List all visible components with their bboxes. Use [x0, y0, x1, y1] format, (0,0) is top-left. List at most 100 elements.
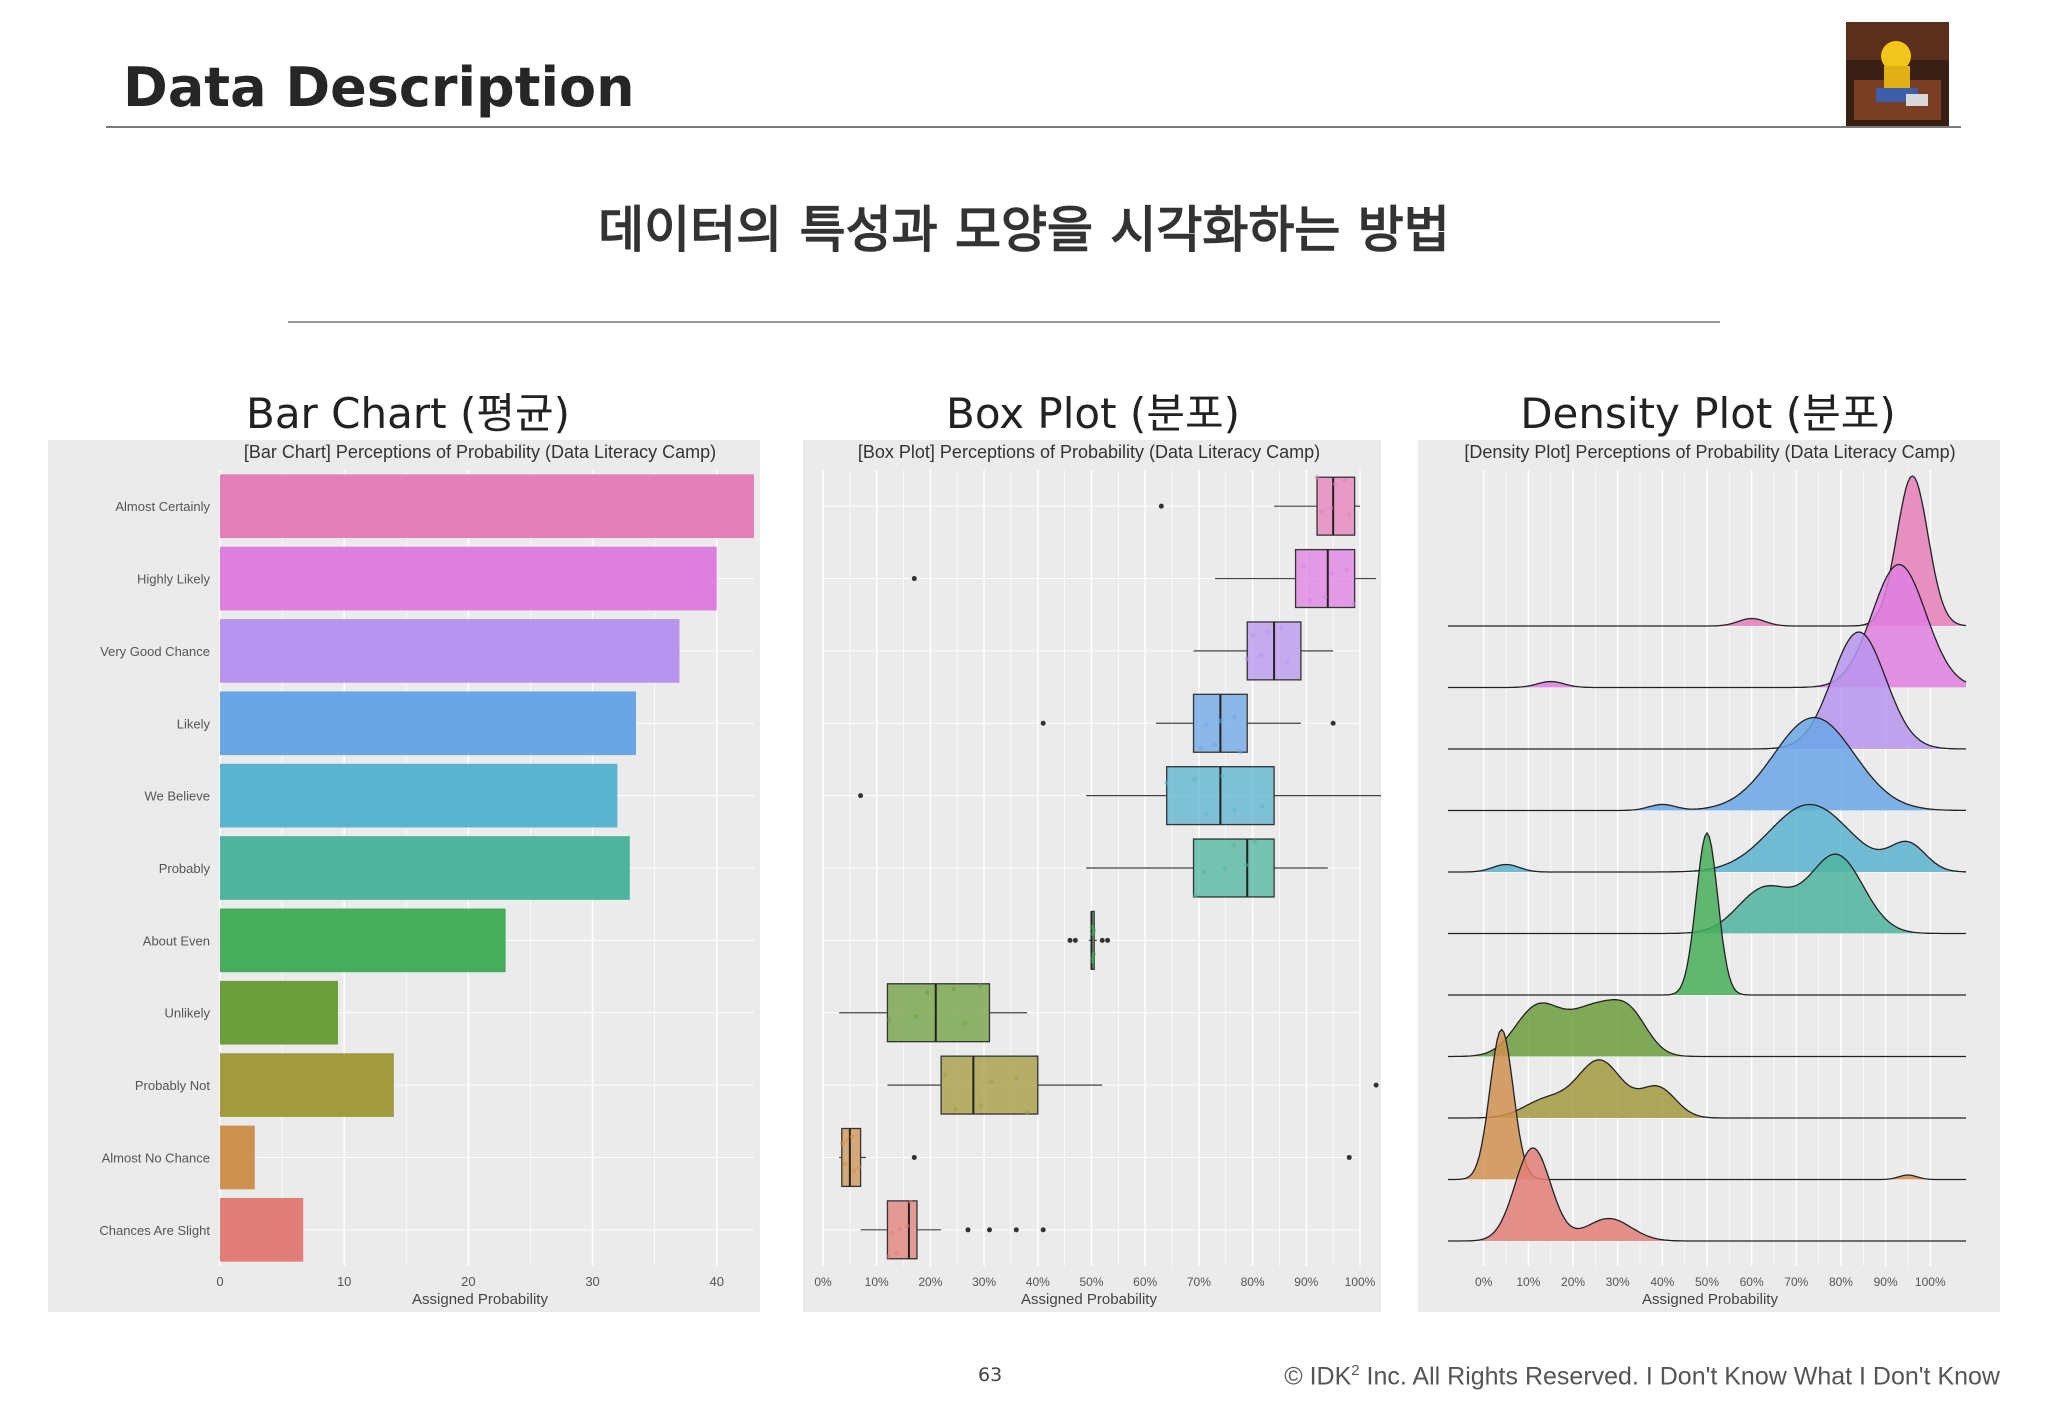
box-jitter-point — [953, 1106, 958, 1112]
box-outlier — [1373, 1082, 1379, 1088]
box-jitter-point — [1192, 893, 1198, 899]
box-jitter-point — [962, 1020, 968, 1026]
box-jitter-point — [989, 1079, 994, 1084]
box-jitter-point — [894, 1250, 899, 1256]
box-jitter-point — [897, 1226, 902, 1232]
box-outlier — [858, 793, 864, 799]
box-jitter-point — [1258, 653, 1264, 658]
box-outlier — [1099, 937, 1105, 943]
density-tick-label: 90% — [1874, 1275, 1898, 1289]
box — [886, 1200, 918, 1260]
bar-tick-label: 20 — [461, 1274, 475, 1289]
bar — [220, 691, 637, 756]
copyright-notice: © IDK2 Inc. All Rights Reserved. I Don't… — [1284, 1362, 2000, 1391]
box-jitter-point — [849, 1134, 855, 1139]
density-tick-label: 10% — [1516, 1275, 1540, 1289]
box-outlier — [1330, 720, 1336, 726]
box-plot-title: [Box Plot] Perceptions of Probability (D… — [858, 442, 1320, 462]
box-outlier — [1040, 720, 1046, 726]
box-jitter-point — [1212, 742, 1217, 747]
density-outline — [1448, 631, 1967, 750]
box-jitter-point — [1314, 474, 1320, 480]
bar — [220, 1125, 255, 1190]
box-jitter-point — [1091, 951, 1096, 957]
box-plot: [Box Plot] Perceptions of Probability (D… — [803, 440, 1381, 1312]
box-tick-label: 60% — [1133, 1275, 1157, 1289]
page-number: 63 — [978, 1364, 1003, 1386]
box-jitter-point — [886, 1254, 891, 1259]
box-jitter-point — [1300, 564, 1306, 569]
density-ridge — [1448, 833, 1966, 995]
density-ridge — [1448, 999, 1966, 1057]
bar-tick-label: 40 — [710, 1274, 724, 1289]
box-jitter-point — [1204, 811, 1209, 816]
box-jitter-point — [1218, 718, 1223, 724]
bar-category-label: Probably Not — [135, 1078, 211, 1093]
box-jitter-point — [1024, 1109, 1030, 1115]
bar-chart-title: [Bar Chart] Perceptions of Probability (… — [244, 442, 716, 462]
box-jitter-point — [844, 1137, 850, 1143]
density-ridge — [1448, 1059, 1966, 1118]
box-jitter-point — [1192, 777, 1197, 782]
copyright-superscript: 2 — [1351, 1362, 1360, 1379]
density-tick-label: 70% — [1784, 1275, 1808, 1289]
density-outline — [1448, 999, 1966, 1058]
box-tick-label: 30% — [972, 1275, 996, 1289]
bar-category-label: Unlikely — [164, 1006, 210, 1021]
box-jitter-point — [1232, 715, 1237, 720]
box-jitter-point — [904, 1223, 910, 1229]
box-outlier — [1346, 1154, 1352, 1160]
box-plot-xlabel: Assigned Probability — [1021, 1291, 1157, 1308]
box-outlier — [986, 1227, 992, 1233]
bar-category-label: Likely — [177, 716, 211, 731]
box-outlier — [1067, 937, 1073, 943]
density-ridge — [1448, 632, 1966, 749]
box — [940, 1055, 1039, 1115]
bar — [220, 619, 680, 683]
copyright-prefix: © IDK — [1284, 1362, 1352, 1391]
box-outlier — [911, 1154, 917, 1160]
box — [1192, 838, 1275, 898]
box-jitter-point — [1307, 598, 1313, 603]
box-jitter-point — [1332, 481, 1338, 487]
box-jitter-point — [851, 1168, 857, 1174]
box-jitter-point — [1231, 842, 1237, 848]
bar — [220, 1197, 304, 1262]
bar-category-label: Very Good Chance — [100, 644, 210, 659]
box-jitter-point — [1201, 869, 1207, 875]
density-tick-label: 40% — [1650, 1275, 1674, 1289]
bar — [220, 1053, 394, 1117]
box-jitter-point — [1232, 807, 1237, 813]
density-ridge — [1448, 1029, 1966, 1180]
density-outline — [1448, 831, 1966, 996]
density-plot: [Density Plot] Perceptions of Probabilit… — [1418, 440, 2000, 1312]
density-tick-label: 0% — [1475, 1275, 1493, 1289]
box-tick-label: 80% — [1241, 1275, 1265, 1289]
density-outline — [1448, 716, 1966, 812]
bar-tick-label: 10 — [337, 1274, 351, 1289]
box-jitter-point — [1351, 601, 1356, 607]
subtitle-divider — [288, 321, 1720, 323]
density-plot-xlabel: Assigned Probability — [1642, 1291, 1778, 1308]
box-tick-label: 20% — [918, 1275, 942, 1289]
bar-category-label: We Believe — [144, 789, 210, 804]
box-jitter-point — [1243, 862, 1249, 868]
box-jitter-point — [1322, 594, 1328, 600]
bar-category-label: Highly Likely — [137, 572, 210, 587]
box-jitter-point — [1264, 629, 1270, 635]
box-jitter-point — [1329, 571, 1334, 576]
box-outlier — [1072, 937, 1078, 943]
box-tick-label: 0% — [814, 1275, 832, 1289]
density-tick-label: 60% — [1740, 1275, 1764, 1289]
title-divider — [106, 126, 1961, 128]
box — [886, 983, 991, 1043]
box-jitter-point — [1089, 924, 1095, 930]
slide-title: Data Description — [123, 56, 635, 119]
box-jitter-point — [1244, 656, 1250, 662]
logo-thumbnail — [1846, 22, 1949, 126]
box-outlier — [1040, 1227, 1046, 1233]
density-ridge — [1448, 717, 1966, 811]
box-jitter-point — [1164, 780, 1169, 786]
bar-chart-xlabel: Assigned Probability — [412, 1291, 548, 1308]
box-outlier — [1013, 1227, 1019, 1233]
